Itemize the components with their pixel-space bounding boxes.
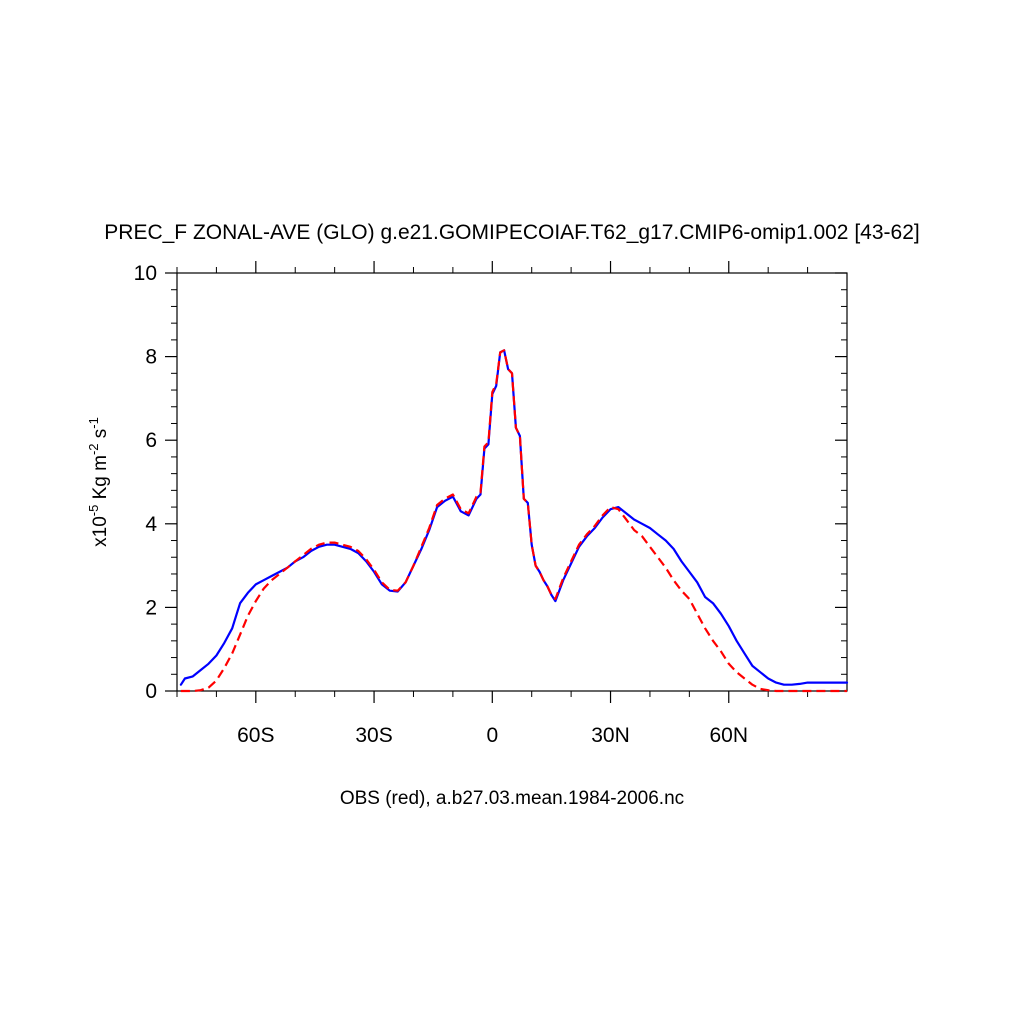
y-tick-label: 10 <box>134 262 157 285</box>
y-axis-label-prefix: x10 <box>90 516 111 547</box>
y-tick-labels: 0 2 4 6 8 10 <box>134 262 158 703</box>
y-tick-label: 8 <box>145 346 157 369</box>
series-lines <box>179 349 849 693</box>
y-tick-label: 0 <box>145 680 157 703</box>
x-axis-label: OBS (red), a.b27.03.mean.1984-2006.nc <box>340 788 684 809</box>
chart-title: PREC_F ZONAL-AVE (GLO) g.e21.GOMIPECOIAF… <box>104 221 919 244</box>
plot-area <box>165 261 849 703</box>
major-ticks <box>165 261 847 703</box>
y-axis-label: x10-5 Kg m-2 s-1 <box>86 417 111 547</box>
x-tick-label: 60S <box>237 724 274 747</box>
x-tick-label: 30S <box>355 724 392 747</box>
x-tick-labels: 60S 30S 0 30N 60N <box>237 724 748 747</box>
series-line-1 <box>180 349 847 693</box>
y-axis-label-exp: -5 <box>86 505 101 517</box>
minor-ticks <box>171 267 847 697</box>
y-axis-label-unit2: s <box>90 429 111 444</box>
y-tick-label: 4 <box>145 513 157 536</box>
x-tick-label: 0 <box>486 724 498 747</box>
y-tick-label: 2 <box>145 596 157 619</box>
x-tick-label: 30N <box>591 724 630 747</box>
y-tick-label: 6 <box>145 429 157 452</box>
y-axis-label-unit1: Kg m <box>90 455 111 505</box>
x-tick-label: 60N <box>709 724 748 747</box>
plot-frame <box>176 272 848 692</box>
y-axis-label-exp2: -2 <box>86 443 101 455</box>
y-axis-label-exp3: -1 <box>86 417 101 429</box>
